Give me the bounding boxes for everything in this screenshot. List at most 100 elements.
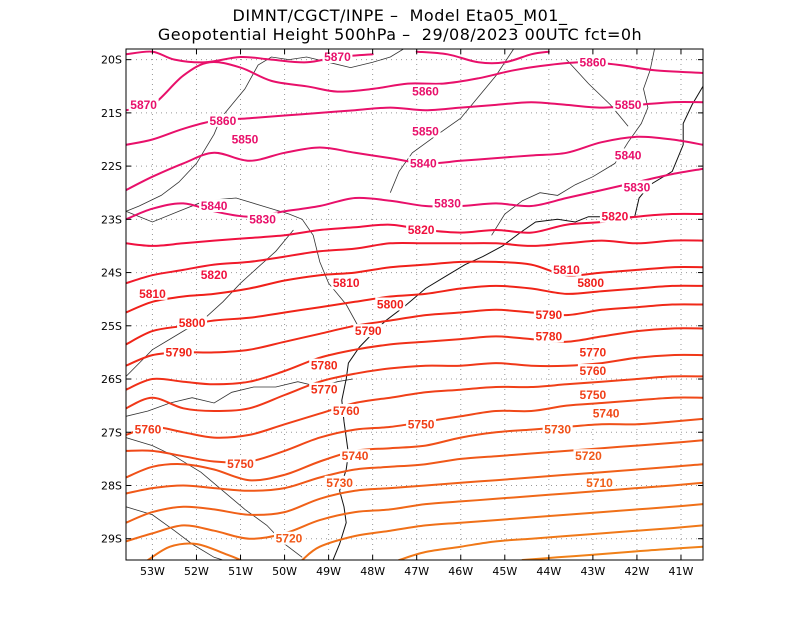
contour-label: 5840 [410, 156, 437, 170]
y-tick-label: 20S [101, 54, 122, 67]
y-tick-label: 22S [101, 160, 122, 173]
x-tick-label: 47W [404, 565, 429, 578]
contour-line-5800 [126, 260, 703, 314]
contour-labels: 5870 5870 5860 5860 5860 5850 5850 5850 5840 5840… [128, 49, 652, 546]
contour-label: 5710 [586, 476, 613, 490]
contour-label-bg [410, 84, 441, 98]
contour-label-bg [273, 531, 304, 545]
contour-label-bg [613, 97, 644, 111]
contour-label-bg [577, 387, 608, 401]
contour-label-bg [577, 364, 608, 378]
axis-ticks: 53W 52W 51W 50W 49W 48W 47W 46W 45W 44W 43W 42W 41W 2… [101, 49, 703, 578]
contour-line-5700 [126, 481, 703, 543]
state-border-line [126, 197, 369, 337]
contour-line-5840 [126, 135, 703, 192]
contour-label: 5790 [535, 308, 562, 322]
x-tick-label: 42W [624, 565, 649, 578]
contour-label-bg [375, 297, 406, 311]
contour-label-bg [163, 345, 194, 359]
contour-label: 5860 [210, 114, 237, 128]
contour-label-bg [331, 276, 362, 290]
contour-label: 5760 [580, 364, 607, 378]
contour-label: 5830 [434, 196, 461, 210]
contour-line-5870 [415, 50, 550, 65]
contour-label: 5840 [615, 148, 642, 162]
contour-label-bg [406, 222, 437, 236]
contour-label-bg [199, 268, 230, 282]
contour-label: 5750 [227, 457, 254, 471]
contour-label: 5780 [311, 359, 338, 373]
state-border-line [566, 59, 629, 127]
contour-label: 5850 [232, 132, 259, 146]
contour-label: 5850 [615, 98, 642, 112]
contour-label: 5740 [593, 407, 620, 421]
contour-line-5750 [126, 375, 703, 439]
contour-label-bg [324, 475, 355, 489]
contour-label: 5810 [139, 287, 166, 301]
x-tick-label: 44W [536, 565, 561, 578]
contour-label: 5770 [580, 345, 607, 359]
contour-label: 5760 [333, 404, 360, 418]
contour-label: 5790 [166, 345, 193, 359]
contour-label-bg [229, 132, 260, 146]
contour-label-bg [577, 345, 608, 359]
contour-line-5780 [126, 303, 703, 367]
contour-label: 5750 [408, 417, 435, 431]
contour-label-bg [353, 324, 384, 338]
y-tick-label: 29S [101, 533, 122, 546]
contour-line-5810 [126, 239, 703, 285]
x-tick-label: 53W [140, 565, 165, 578]
contour-label-bg [584, 475, 615, 489]
x-tick-label: 45W [492, 565, 517, 578]
contour-line-5770 [126, 327, 703, 391]
contour-label-bg [128, 97, 159, 111]
contour-label-bg [591, 406, 622, 420]
contour-line-5690 [147, 542, 242, 560]
contour-label-bg [247, 212, 278, 226]
contour-label-bg [533, 308, 564, 322]
contour-label: 5810 [333, 276, 360, 290]
map-title-line1: DIMNT/CGCT/INPE – Model Eta05_M01_ [232, 6, 568, 25]
y-tick-label: 25S [101, 320, 122, 333]
contour-label: 5860 [412, 85, 439, 99]
contour-label: 5720 [276, 532, 303, 546]
x-tick-label: 48W [360, 565, 385, 578]
contour-label-bg [432, 196, 463, 210]
contour-label: 5850 [412, 125, 439, 139]
contour-line-5670 [521, 545, 703, 560]
x-tick-label: 52W [184, 565, 209, 578]
contour-label: 5740 [342, 449, 369, 463]
contour-label-bg [309, 382, 340, 396]
x-tick-label: 51W [228, 565, 253, 578]
contour-label-bg [613, 148, 644, 162]
contour-label-bg [533, 329, 564, 343]
state-border-line [126, 49, 404, 212]
contour-line-5790 [126, 284, 703, 346]
frame-border [125, 48, 704, 561]
x-tick-label: 49W [316, 565, 341, 578]
contour-line-5680 [398, 524, 703, 560]
contour-label: 5870 [324, 50, 351, 64]
contour-label-bg [133, 422, 164, 436]
y-tick-label: 21S [101, 107, 122, 120]
contour-label: 5820 [408, 223, 435, 237]
contour-label: 5810 [553, 263, 580, 277]
contour-line-5710 [126, 463, 703, 524]
state-border-line [389, 49, 514, 193]
x-tick-label: 50W [272, 565, 297, 578]
map-frame [125, 48, 704, 561]
y-tick-label: 28S [101, 479, 122, 492]
contour-label-bg [225, 457, 256, 471]
contour-label-bg [577, 55, 608, 69]
contour-label: 5750 [580, 388, 607, 402]
contour-label: 5800 [377, 298, 404, 312]
contour-label-bg [599, 209, 630, 223]
x-tick-label: 46W [448, 565, 473, 578]
contour-label-bg [408, 156, 439, 170]
contour-line-5720 [126, 439, 703, 495]
contour-label: 5860 [580, 55, 607, 69]
contour-label-bg [207, 113, 238, 127]
contour-label: 5780 [535, 329, 562, 343]
contour-label-bg [331, 403, 362, 417]
